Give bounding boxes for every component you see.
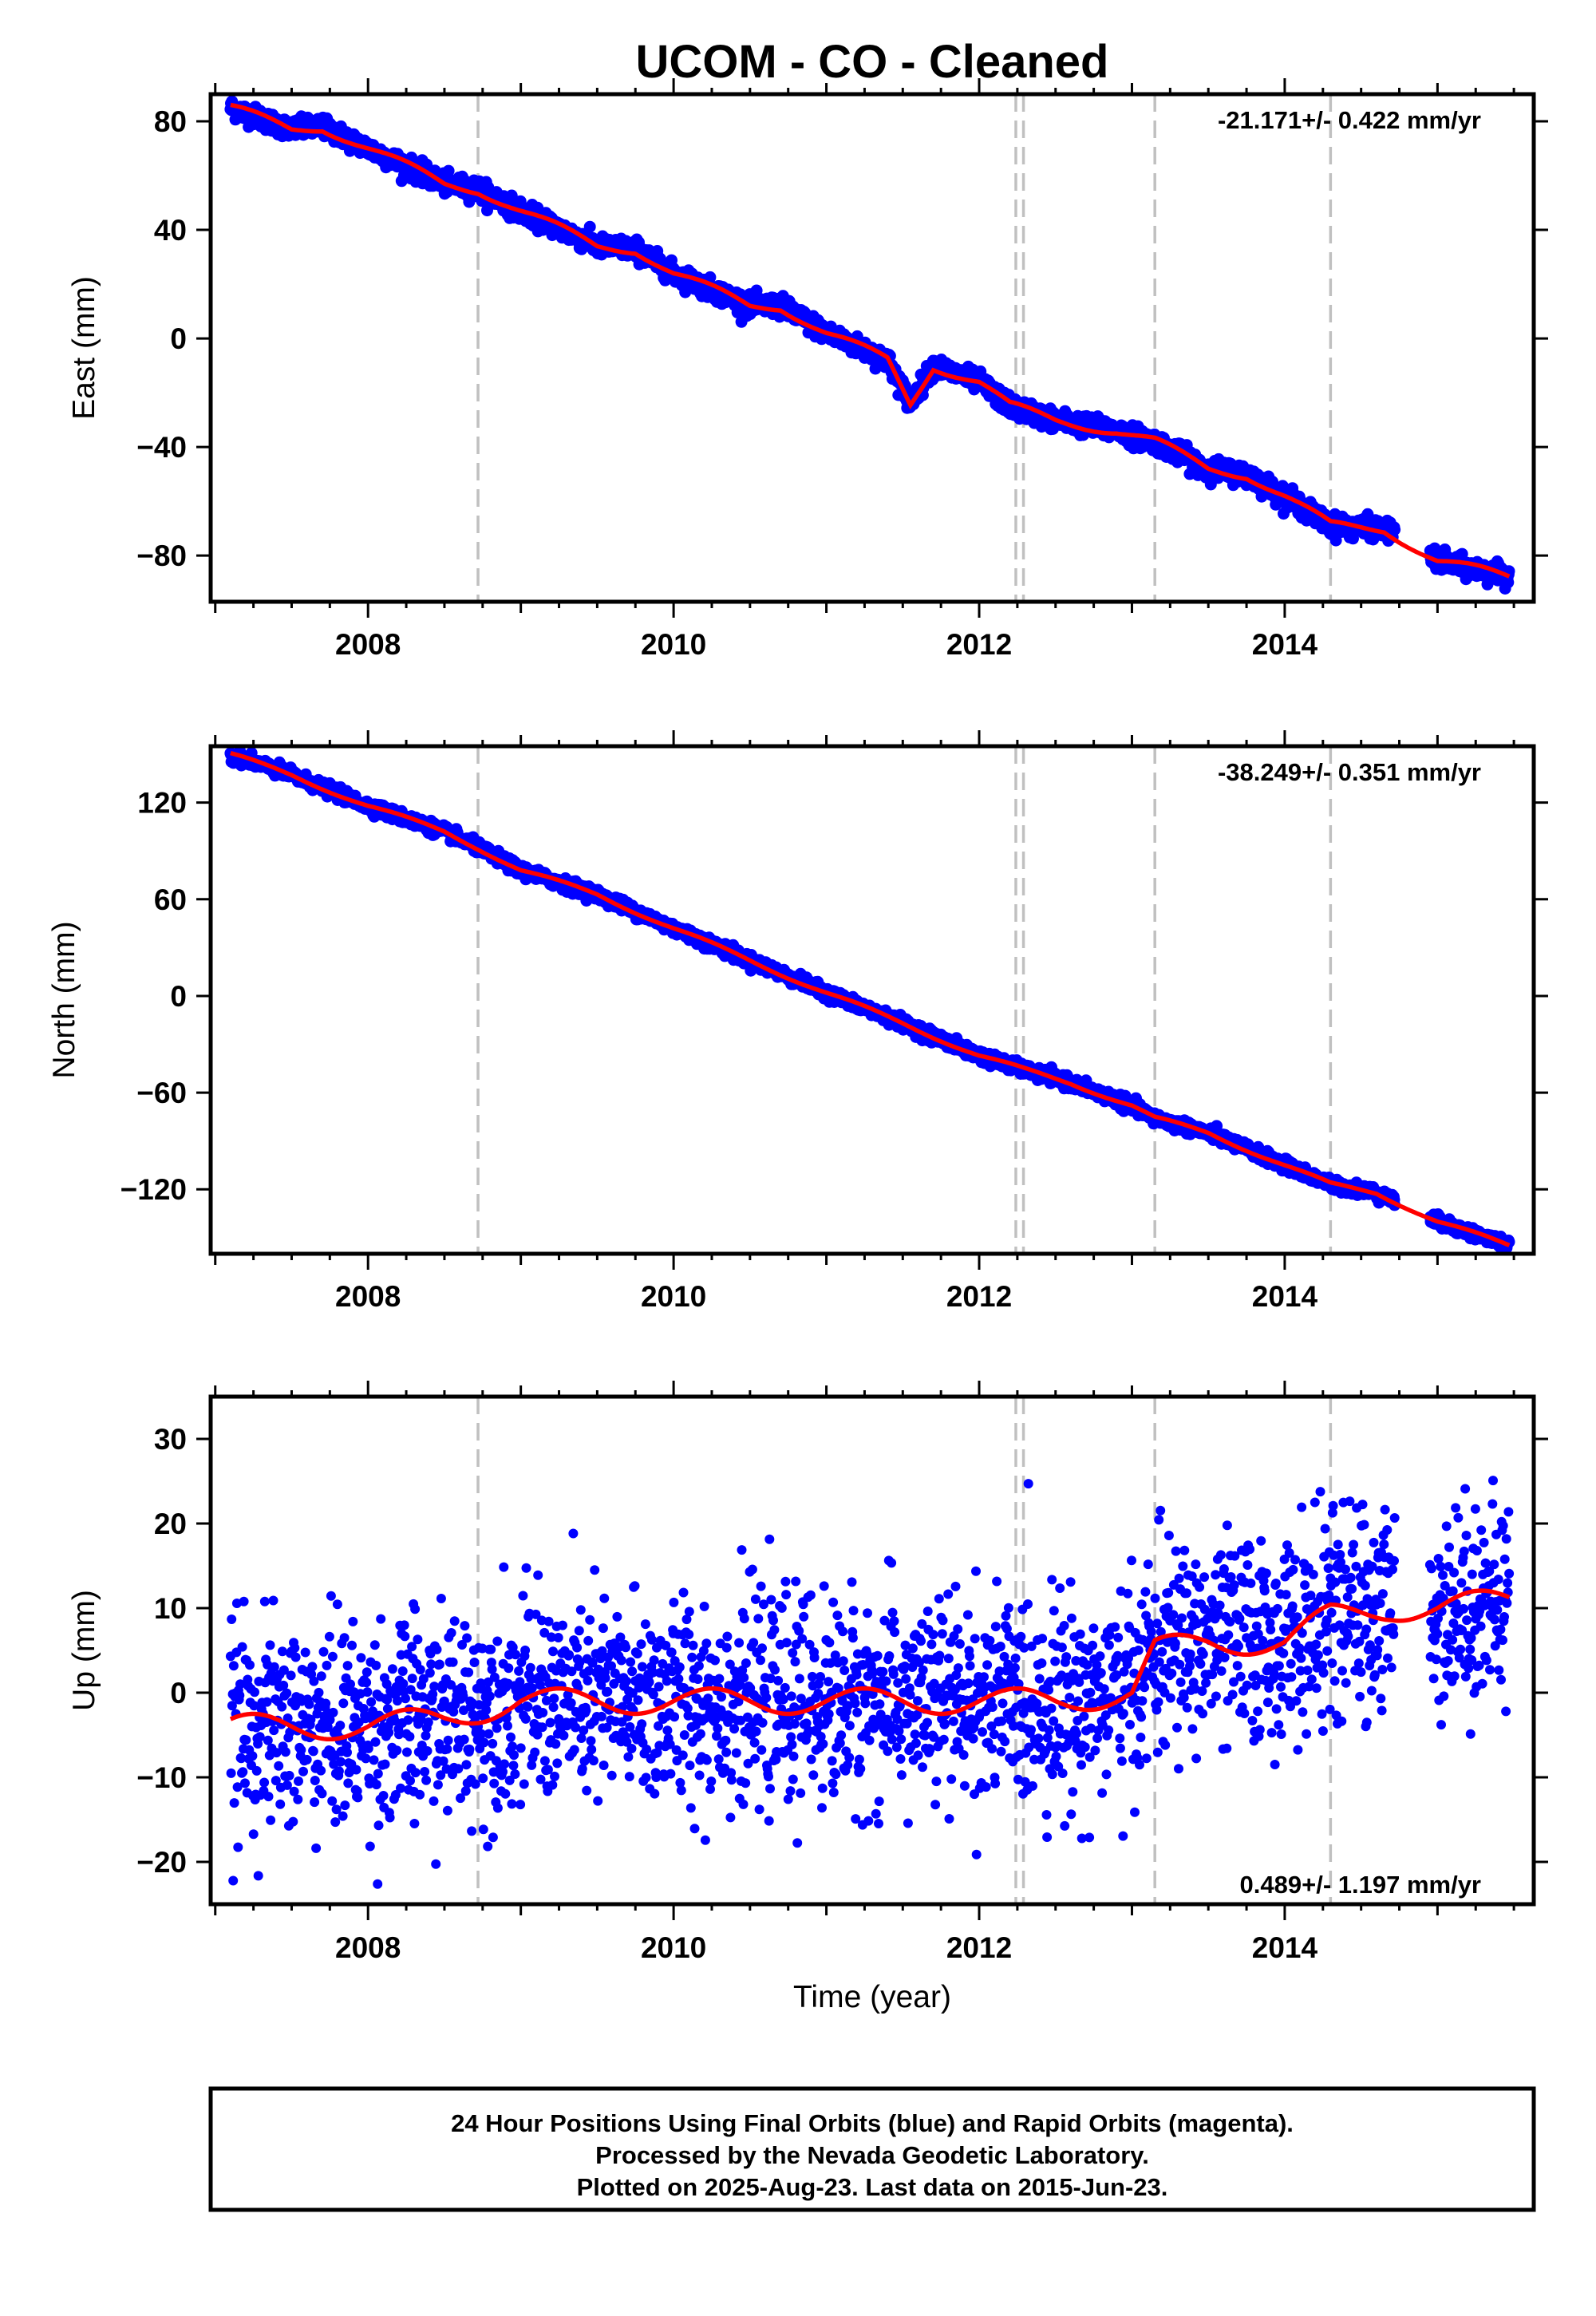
plot-area (224, 94, 1515, 602)
data-point (750, 284, 763, 297)
x-tick-label: 2008 (335, 628, 401, 661)
plot-frame (208, 92, 1536, 604)
figure-title: UCOM - CO - Cleaned (636, 36, 1109, 88)
y-tick-label: 80 (154, 105, 187, 138)
x-tick-label: 2014 (1252, 628, 1318, 661)
x-tick-label: 2012 (946, 628, 1012, 661)
east-panel: 80 40 0 −40 −80 2008 2010 2012 2014 East (mm) -21.… (67, 78, 1548, 661)
data-point (481, 204, 493, 217)
model-curve (230, 102, 1511, 579)
data-points (224, 95, 1515, 595)
data-point (1456, 547, 1468, 560)
y-axis-label: East (mm) (67, 276, 101, 420)
y-tick-label: 0 (170, 322, 187, 355)
x-tick-label: 2010 (641, 628, 706, 661)
y-tick-label: −40 (136, 431, 187, 464)
plot-area (224, 746, 1515, 1254)
data-point (442, 164, 455, 177)
data-point (1389, 524, 1401, 536)
y-tick-label: −80 (136, 539, 187, 572)
y-tick-label: 40 (154, 214, 187, 247)
rate-label: -21.171+/- 0.422 mm/yr (1218, 106, 1481, 134)
data-point (583, 220, 596, 233)
data-point (1211, 1120, 1223, 1132)
